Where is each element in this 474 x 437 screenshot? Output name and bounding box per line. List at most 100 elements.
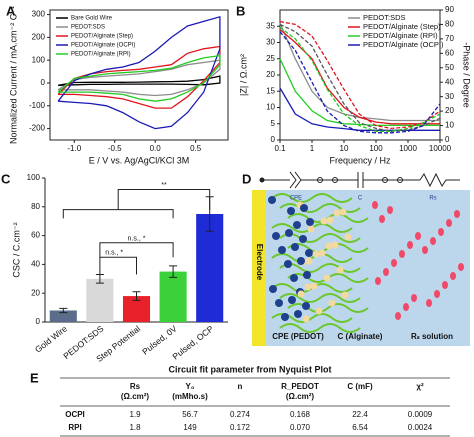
legend-label: Bare Gold Wire <box>71 16 113 22</box>
y2-axis-label: -Phase / Degree <box>462 42 472 108</box>
x-tick-label: 0.5 <box>190 144 202 153</box>
pedot-ion <box>275 299 283 307</box>
y-tick-label: 0 <box>271 135 276 144</box>
legend-label: PEDOT/Alginate (Step) <box>363 22 441 31</box>
table-cell: 0.172 <box>230 423 251 432</box>
particle <box>310 282 318 290</box>
table-e: E Circuit fit parameter from Nyquist Plo… <box>30 364 450 437</box>
panel-letter: E <box>30 370 39 385</box>
y-tick-label: 0 <box>36 317 41 326</box>
solution-ion <box>383 268 389 276</box>
solution-ion <box>438 228 444 236</box>
solution-ion <box>387 206 393 214</box>
table-header: C (mF) <box>347 382 373 391</box>
table-cell: 0.0024 <box>408 423 433 432</box>
pedot-ion <box>284 260 292 268</box>
solution-ion <box>434 290 440 298</box>
pedot-ion <box>285 229 293 237</box>
particle <box>312 250 320 258</box>
error-bar <box>132 291 141 301</box>
y-axis-label: |Z| / Ω.cm² <box>238 54 248 96</box>
alginate-chain <box>287 303 369 313</box>
y-tick-label: 10 <box>266 103 275 112</box>
solution-ion <box>454 210 460 218</box>
series-line <box>279 26 441 132</box>
series-line <box>57 45 221 109</box>
y-tick-label: 30 <box>266 38 275 47</box>
y2-tick-label: 40 <box>445 77 454 86</box>
particle <box>315 307 323 315</box>
table-cell: 56.7 <box>182 410 198 419</box>
solution-ion <box>407 241 413 249</box>
significance-bracket <box>99 242 174 258</box>
y-tick-label: 5 <box>271 119 276 128</box>
y-tick-label: 0 <box>41 78 46 87</box>
alginate-chain <box>271 193 353 203</box>
bar <box>86 278 114 322</box>
pedot-ion <box>303 271 311 279</box>
x-axis-label: Frequency / Hz <box>329 155 391 165</box>
region-label: Rₛ solution <box>411 332 453 341</box>
solution-ion <box>411 294 417 302</box>
alginate-chain <box>279 233 361 243</box>
table-cell: 0.168 <box>290 410 311 419</box>
bar <box>49 310 77 322</box>
pedot-ion <box>297 257 305 265</box>
table-header: Y₀ <box>186 382 195 391</box>
series-line <box>57 75 221 86</box>
table-cell: OCPI <box>65 410 85 419</box>
table-cell: 0.274 <box>230 410 251 419</box>
x-tick-label: -1.0 <box>67 144 81 153</box>
diagram-d: D Electrode CPE C Rs CPE (PEDOT) C (Algi… <box>242 171 470 346</box>
pedot-ion <box>293 221 301 229</box>
particle <box>336 266 344 274</box>
table-cell: 0.070 <box>290 423 311 432</box>
y-tick-label: 20 <box>31 288 40 297</box>
error-bar <box>59 307 68 314</box>
solution-ion <box>399 250 405 258</box>
pedot-ion <box>287 207 295 215</box>
y-tick-label: 25 <box>266 54 275 63</box>
panel-letter: B <box>236 3 245 18</box>
pedot-ion <box>268 196 276 204</box>
solution-ion <box>415 232 421 240</box>
alginate-chain <box>271 253 353 263</box>
pedot-ion <box>288 296 296 304</box>
error-bar <box>169 265 178 278</box>
y-tick-label: 20 <box>266 70 275 79</box>
table-cell: 1.8 <box>129 423 141 432</box>
solution-ion <box>372 201 378 209</box>
y2-tick-label: 60 <box>445 48 454 57</box>
x-tick-label: 1000 <box>399 144 417 153</box>
particle <box>304 283 312 291</box>
electrode <box>252 190 266 346</box>
circuit <box>259 171 460 189</box>
legend-label: PEDOT:SDS <box>363 13 406 22</box>
particle <box>302 315 310 323</box>
pedot-ion <box>305 249 313 257</box>
plot-frame <box>49 9 229 141</box>
region-label: C (Alginate) <box>338 332 383 341</box>
table-cell: 0.0009 <box>408 410 433 419</box>
pedot-ion <box>299 235 307 243</box>
legend-label: PEDOT/Alginate (OCPI) <box>71 43 135 49</box>
legend-label: PEDOT/Alginate (RPI) <box>363 31 438 40</box>
y-tick-label: -100 <box>29 101 46 110</box>
pedot-ion <box>302 302 310 310</box>
particle <box>341 291 349 299</box>
solution-ion <box>379 215 385 223</box>
series-line <box>279 20 441 130</box>
x-tick-label: -0.5 <box>108 144 122 153</box>
table-cell: 22.4 <box>352 410 368 419</box>
decoration <box>268 193 464 333</box>
particle <box>325 242 333 250</box>
series-line <box>279 58 440 127</box>
y2-tick-label: 20 <box>445 106 454 115</box>
particle <box>320 217 328 225</box>
pedot-ion <box>281 313 289 321</box>
y-tick-label: -200 <box>29 124 46 133</box>
pedot-ion <box>294 310 302 318</box>
table-header: n <box>238 382 243 391</box>
solution-ion <box>422 246 428 254</box>
